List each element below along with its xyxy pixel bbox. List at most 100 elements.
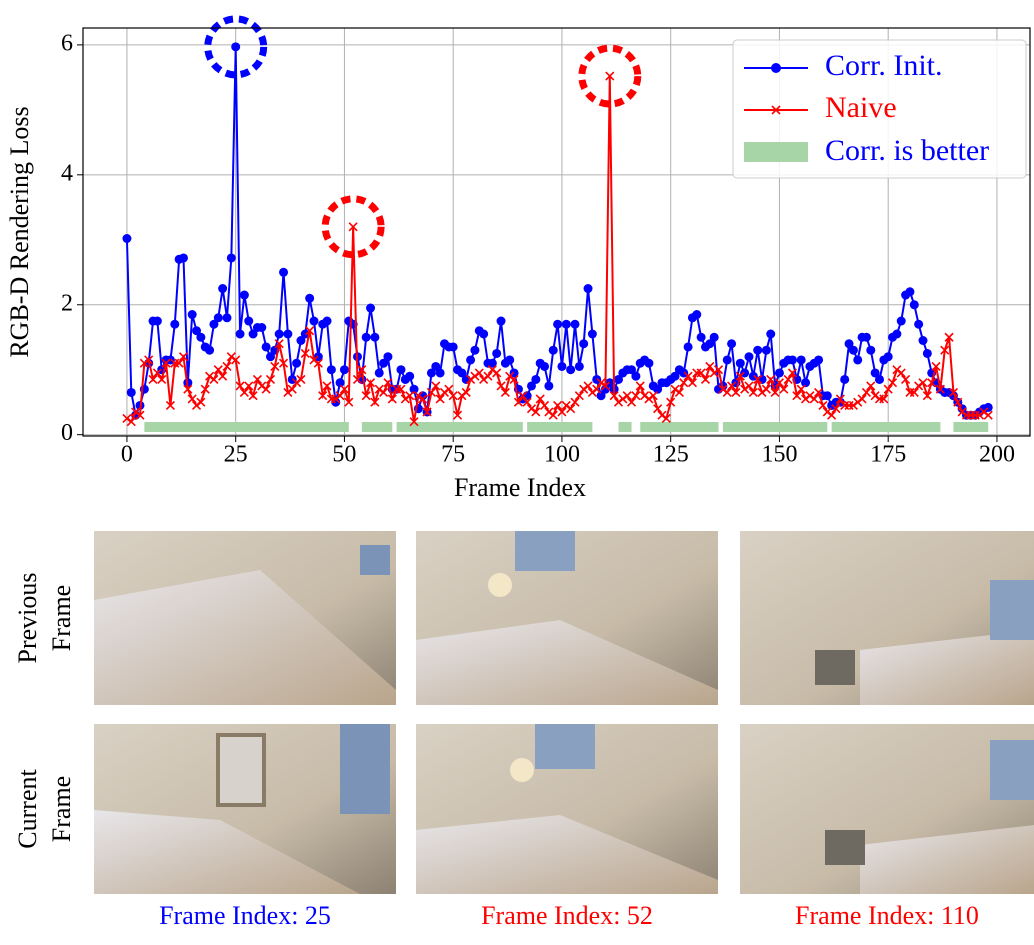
point bbox=[631, 391, 641, 401]
point bbox=[361, 391, 371, 401]
point bbox=[592, 384, 602, 394]
shaded-span bbox=[953, 422, 989, 432]
point bbox=[222, 313, 232, 323]
point bbox=[570, 397, 580, 407]
point bbox=[801, 378, 811, 388]
point bbox=[370, 332, 380, 342]
point bbox=[774, 368, 784, 378]
point bbox=[431, 381, 441, 391]
point bbox=[248, 329, 258, 339]
point bbox=[213, 365, 223, 375]
point bbox=[305, 326, 315, 336]
point bbox=[905, 287, 915, 297]
point bbox=[152, 316, 162, 326]
point bbox=[766, 329, 776, 339]
point bbox=[735, 358, 745, 368]
point bbox=[396, 384, 406, 394]
point bbox=[940, 345, 950, 355]
point bbox=[692, 310, 702, 320]
point bbox=[627, 365, 637, 375]
point bbox=[596, 391, 606, 401]
point bbox=[265, 374, 276, 385]
point bbox=[148, 374, 158, 385]
x-tick-label: 25 bbox=[224, 442, 248, 468]
point bbox=[648, 391, 658, 401]
point bbox=[357, 365, 367, 375]
point bbox=[953, 397, 963, 407]
point bbox=[365, 378, 376, 388]
y-tick-label: 0 bbox=[61, 420, 73, 446]
point bbox=[261, 342, 271, 352]
point bbox=[887, 378, 898, 388]
point bbox=[866, 345, 876, 355]
point bbox=[218, 371, 228, 381]
point bbox=[927, 378, 937, 388]
point bbox=[366, 303, 376, 313]
point bbox=[609, 391, 619, 401]
point bbox=[209, 319, 219, 329]
point bbox=[727, 339, 737, 349]
point bbox=[283, 329, 293, 339]
point bbox=[753, 374, 763, 385]
point bbox=[713, 365, 724, 375]
point bbox=[857, 394, 867, 404]
point bbox=[792, 391, 802, 401]
point bbox=[605, 71, 615, 81]
point bbox=[557, 361, 567, 371]
point bbox=[526, 381, 536, 391]
point bbox=[292, 358, 302, 368]
point bbox=[761, 345, 771, 355]
point bbox=[531, 407, 541, 417]
point bbox=[135, 410, 145, 420]
point bbox=[122, 233, 132, 243]
point bbox=[174, 358, 184, 368]
point bbox=[853, 355, 863, 365]
point bbox=[213, 313, 223, 323]
point bbox=[783, 374, 793, 385]
point bbox=[522, 397, 532, 407]
legend: Corr. Init. Naive Corr. is better bbox=[732, 39, 1027, 179]
point bbox=[300, 348, 310, 359]
legend-marker bbox=[771, 105, 781, 115]
point bbox=[296, 335, 306, 345]
point bbox=[405, 391, 415, 401]
point bbox=[509, 374, 519, 385]
point bbox=[457, 368, 467, 378]
point bbox=[218, 284, 228, 294]
point bbox=[753, 345, 763, 355]
legend-label: Naive bbox=[825, 91, 897, 124]
point bbox=[479, 329, 489, 339]
point bbox=[626, 397, 637, 407]
point bbox=[931, 361, 941, 372]
point bbox=[274, 339, 284, 349]
point bbox=[379, 358, 389, 368]
point bbox=[674, 387, 684, 398]
point bbox=[352, 374, 363, 385]
caption: Frame Index: 52 bbox=[481, 901, 653, 930]
point bbox=[540, 361, 550, 371]
point bbox=[466, 355, 476, 365]
point bbox=[587, 329, 597, 339]
point bbox=[631, 371, 641, 381]
point bbox=[196, 332, 206, 342]
point bbox=[548, 410, 558, 420]
point bbox=[787, 368, 798, 378]
point bbox=[700, 374, 711, 385]
plot-frame bbox=[82, 27, 1031, 437]
shaded-span bbox=[361, 422, 393, 432]
point bbox=[722, 355, 732, 365]
point bbox=[313, 358, 323, 368]
point bbox=[239, 387, 249, 398]
point bbox=[396, 365, 406, 375]
point bbox=[265, 352, 275, 362]
y-axis-label: RGB-D Rendering Loss bbox=[5, 106, 34, 357]
point bbox=[687, 378, 698, 388]
point bbox=[318, 391, 328, 401]
point bbox=[379, 387, 389, 398]
point bbox=[196, 397, 206, 407]
point bbox=[187, 394, 197, 404]
point bbox=[326, 365, 336, 375]
point bbox=[183, 384, 193, 394]
point bbox=[653, 404, 663, 414]
point bbox=[187, 310, 197, 320]
